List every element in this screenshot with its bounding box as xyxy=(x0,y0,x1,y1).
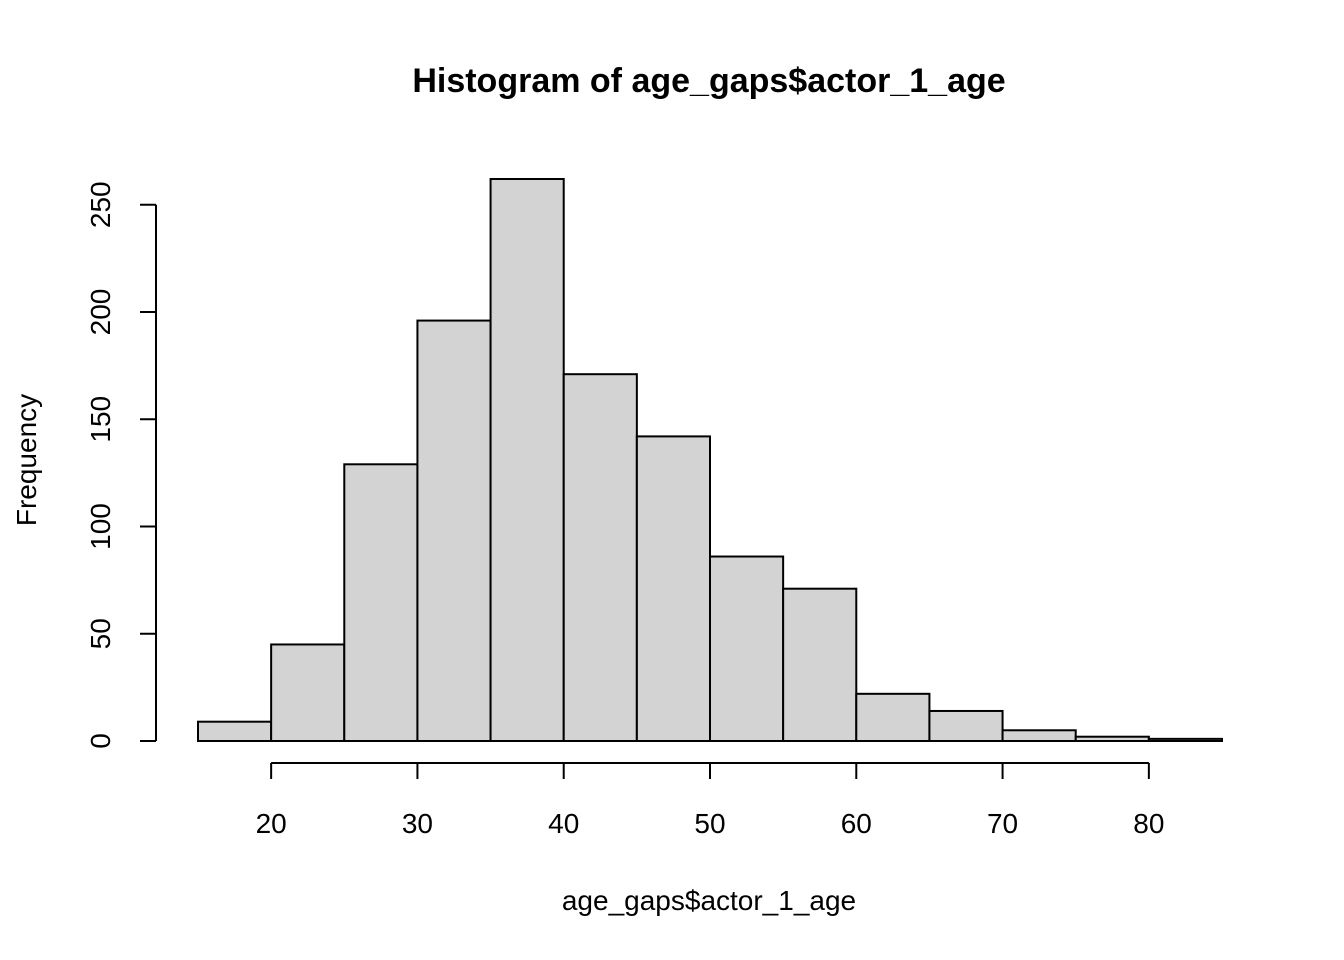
x-tick-label-80: 80 xyxy=(1133,808,1164,839)
bar-20-25 xyxy=(270,643,346,742)
x-tick-label-40: 40 xyxy=(548,808,579,839)
bar-35-40 xyxy=(489,178,565,742)
bar-65-70 xyxy=(928,709,1004,743)
x-axis: 20 30 40 50 60 70 80 xyxy=(256,762,1164,839)
x-tick-label-20: 20 xyxy=(256,808,287,839)
bar-25-30 xyxy=(343,463,419,742)
x-tick-label-30: 30 xyxy=(402,808,433,839)
bar-45-50 xyxy=(635,435,711,742)
bar-80-85 xyxy=(1147,737,1224,743)
y-tick-label-150: 150 xyxy=(85,396,116,443)
x-tick-label-70: 70 xyxy=(987,808,1018,839)
y-tick-label-200: 200 xyxy=(85,289,116,336)
bar-30-35 xyxy=(416,319,492,742)
x-tick-label-60: 60 xyxy=(841,808,872,839)
bar-55-60 xyxy=(782,587,858,742)
chart-title: Histogram of age_gaps$actor_1_age xyxy=(412,62,1005,100)
y-tick-label-50: 50 xyxy=(85,618,116,649)
bar-50-55 xyxy=(709,555,785,743)
bar-60-65 xyxy=(855,692,931,742)
bars-group xyxy=(197,178,1224,743)
bar-75-80 xyxy=(1074,735,1150,742)
x-axis-label: age_gaps$actor_1_age xyxy=(562,885,856,916)
y-axis-label: Frequency xyxy=(11,394,42,526)
bar-15-20 xyxy=(197,720,273,742)
y-axis: 0 50 100 150 200 250 xyxy=(85,181,157,749)
x-tick-label-50: 50 xyxy=(694,808,725,839)
y-tick-label-250: 250 xyxy=(85,181,116,228)
y-tick-label-100: 100 xyxy=(85,503,116,550)
bar-70-75 xyxy=(1001,729,1077,742)
y-tick-label-0: 0 xyxy=(85,733,116,749)
bar-40-45 xyxy=(562,373,638,742)
